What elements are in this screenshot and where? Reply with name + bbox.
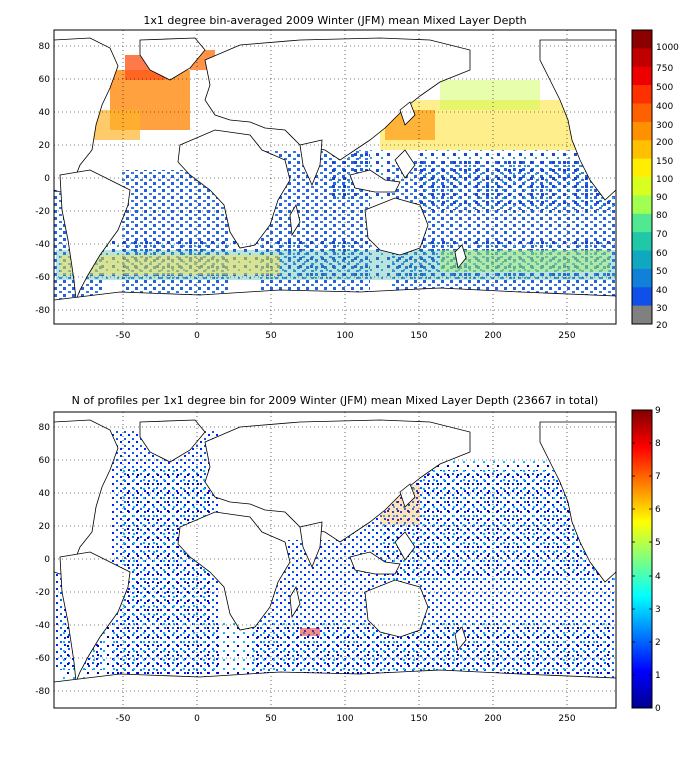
mld-gridlines <box>54 30 616 324</box>
mld-colorbar-swatch <box>632 30 652 49</box>
count-y-axis: 80 60 40 20 0 -20 -40 -60 -80 <box>35 423 50 697</box>
count-xtick: 0 <box>194 714 200 724</box>
mld-cb-label: 90 <box>656 193 668 203</box>
mld-cb-label: 750 <box>656 64 673 74</box>
mld-panel-title: 1x1 degree bin-averaged 2009 Winter (JFM… <box>143 14 526 27</box>
count-cb-label: 3 <box>655 605 661 615</box>
count-cb-label: 2 <box>655 638 661 648</box>
count-xtick: 200 <box>484 714 501 724</box>
count-ytick: 20 <box>39 522 51 532</box>
mld-ytick: 20 <box>39 141 51 151</box>
mld-colorbar-labels: 1000 750 500 400 300 200 150 100 90 80 7… <box>656 43 679 331</box>
mld-panel: 1x1 degree bin-averaged 2009 Winter (JFM… <box>35 14 679 341</box>
mld-cb-label: 70 <box>656 230 668 240</box>
count-axes-frame <box>53 411 617 709</box>
mld-colorbar-swatch <box>632 177 652 196</box>
mld-ytick: 0 <box>44 174 50 184</box>
mld-ytick: -80 <box>35 306 50 316</box>
mld-colorbar-swatch <box>632 305 652 325</box>
count-ytick: -80 <box>35 687 50 697</box>
count-xtick: 50 <box>265 714 277 724</box>
mld-axes-frame <box>53 29 617 325</box>
count-cb-label: 7 <box>655 472 661 482</box>
count-xtick: 150 <box>410 714 427 724</box>
mld-colorbar-frame <box>631 29 653 325</box>
mld-ytick: 80 <box>39 42 51 52</box>
mld-colorbar-swatch <box>632 158 652 178</box>
mld-ytick: -60 <box>35 273 50 283</box>
count-gridlines <box>54 412 616 708</box>
mld-colorbar-swatch <box>632 250 652 270</box>
mld-x-axis: -50 0 50 100 150 200 250 <box>116 331 576 341</box>
mld-cb-label: 60 <box>656 249 668 259</box>
count-panel: N of profiles per 1x1 degree bin for 200… <box>35 394 661 724</box>
count-ytick: -40 <box>35 621 50 631</box>
count-ytick: 60 <box>39 456 51 466</box>
count-ytick: 80 <box>39 423 51 433</box>
count-cb-label: 5 <box>655 538 661 548</box>
mld-colorbar-swatch <box>632 213 652 233</box>
count-colorbar-ticks <box>632 442 652 676</box>
mld-ytick: -40 <box>35 240 50 250</box>
mld-y-axis: 80 60 40 20 0 -20 -40 -60 -80 <box>35 42 50 316</box>
count-ytick: 0 <box>44 555 50 565</box>
count-cb-label: 9 <box>655 406 661 416</box>
mld-xtick: 50 <box>265 331 277 341</box>
count-colorbar-labels: 9 8 7 6 5 4 3 2 1 0 <box>655 406 661 714</box>
mld-colorbar-swatch <box>632 287 652 307</box>
mld-xtick: 150 <box>410 331 427 341</box>
mld-continents <box>54 37 616 324</box>
mld-ytick: 60 <box>39 75 51 85</box>
mld-xtick: 100 <box>336 331 353 341</box>
count-cb-label: 6 <box>655 505 661 515</box>
mld-colorbar-swatch <box>632 66 652 86</box>
count-panel-title: N of profiles per 1x1 degree bin for 200… <box>72 394 599 407</box>
mld-map-area <box>54 30 616 324</box>
count-colorbar-gradient <box>631 409 653 709</box>
mld-ytick: -20 <box>35 207 50 217</box>
mld-cb-label: 500 <box>656 83 673 93</box>
mld-colorbar-swatches <box>632 30 652 325</box>
mld-xtick: 250 <box>558 331 575 341</box>
count-ytick: -60 <box>35 654 50 664</box>
mld-colorbar: 1000 750 500 400 300 200 150 100 90 80 7… <box>631 29 679 331</box>
mld-cb-label: 300 <box>656 121 673 131</box>
mld-cb-label: 1000 <box>656 43 679 53</box>
mld-cb-label: 150 <box>656 157 673 167</box>
mld-colorbar-swatch <box>632 195 652 215</box>
mld-cb-label: 30 <box>656 304 668 314</box>
count-cb-label: 8 <box>655 439 661 449</box>
mld-ytick: 40 <box>39 108 51 118</box>
mld-xtick: 0 <box>194 331 200 341</box>
count-x-axis: -50 0 50 100 150 200 250 <box>116 714 576 724</box>
mld-colorbar-swatch <box>632 103 652 123</box>
count-ytick: 40 <box>39 489 51 499</box>
mld-xtick: 200 <box>484 331 501 341</box>
mld-cb-label: 20 <box>656 321 668 331</box>
mld-cb-label: 200 <box>656 138 673 148</box>
mld-cb-label: 50 <box>656 267 668 277</box>
count-xtick: 100 <box>336 714 353 724</box>
mld-xtick: -50 <box>116 331 131 341</box>
mld-colorbar-swatch <box>632 85 652 105</box>
mld-cb-label: 400 <box>656 102 673 112</box>
count-cb-label: 0 <box>655 704 661 714</box>
mld-cb-label: 80 <box>656 211 668 221</box>
mld-colorbar-swatch <box>632 48 652 68</box>
mld-colorbar-swatch <box>632 140 652 160</box>
count-colorbar: 9 8 7 6 5 4 3 2 1 0 <box>631 406 661 714</box>
count-map-area <box>54 412 616 708</box>
count-cb-label: 1 <box>655 671 661 681</box>
count-cb-label: 4 <box>655 572 661 582</box>
mld-colorbar-swatch <box>632 268 652 288</box>
count-xtick: -50 <box>116 714 131 724</box>
count-xtick: 250 <box>558 714 575 724</box>
mld-cb-label: 40 <box>656 286 668 296</box>
mld-colorbar-swatch <box>632 121 652 141</box>
mld-colorbar-swatch <box>632 232 652 252</box>
mld-cb-label: 100 <box>656 175 673 185</box>
count-ytick: -20 <box>35 588 50 598</box>
count-continents <box>54 419 616 708</box>
